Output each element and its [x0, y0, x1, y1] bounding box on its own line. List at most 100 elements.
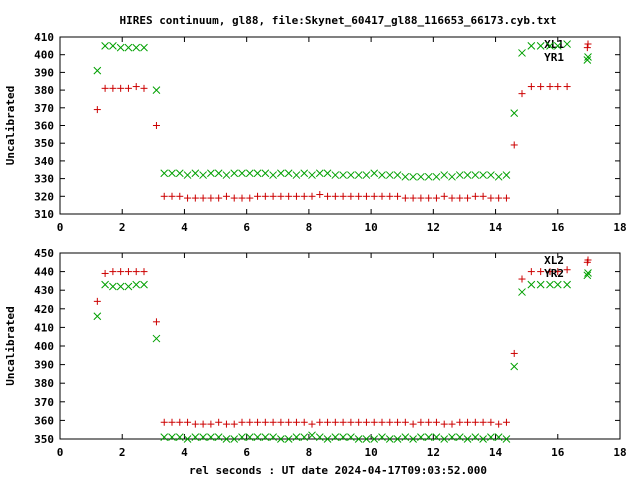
data-point [347, 171, 355, 179]
data-point [315, 433, 324, 441]
data-point [214, 433, 223, 441]
data-point [479, 418, 487, 426]
data-point [385, 435, 394, 443]
data-point [160, 433, 169, 441]
chart-title: HIRES continuum, gl88, file:Skynet_60417… [119, 14, 556, 27]
data-point [199, 171, 207, 179]
data-point [183, 435, 192, 443]
data-point [502, 194, 510, 202]
data-point [471, 171, 480, 179]
data-point [261, 169, 270, 178]
data-point [440, 192, 448, 200]
data-point [316, 418, 324, 426]
data-point [132, 83, 140, 91]
legend-label-xl2: XL2 [544, 254, 564, 267]
data-point [253, 433, 262, 441]
y-tick-label: 370 [34, 102, 54, 115]
data-point [355, 192, 363, 200]
y-axis-label: Uncalibrated [4, 306, 17, 385]
data-point [109, 41, 117, 50]
data-point [175, 433, 184, 441]
y-tick-label: 330 [34, 173, 54, 186]
data-point [456, 194, 464, 202]
x-tick-label: 18 [613, 446, 626, 459]
y-tick-label: 380 [34, 84, 54, 97]
data-point [518, 275, 526, 283]
data-point [536, 41, 545, 50]
data-point [124, 43, 133, 52]
x-tick-label: 16 [551, 221, 565, 234]
data-point [510, 141, 518, 149]
data-point [432, 418, 440, 426]
data-point [563, 280, 571, 289]
data-point [546, 280, 554, 289]
data-point [471, 433, 480, 441]
data-point [238, 194, 246, 202]
data-point [518, 49, 526, 57]
data-point [495, 420, 503, 428]
x-tick-label: 6 [243, 446, 250, 459]
data-point [93, 297, 101, 305]
data-point [222, 171, 231, 179]
data-point [246, 418, 254, 426]
data-point [455, 171, 464, 179]
y-tick-label: 400 [34, 340, 54, 353]
data-point [152, 334, 161, 343]
data-point [140, 268, 148, 276]
data-point [230, 435, 239, 443]
data-point [199, 433, 207, 441]
data-point [207, 169, 215, 178]
data-point [487, 418, 495, 426]
data-point [117, 84, 125, 92]
data-point [152, 122, 160, 129]
data-point [471, 192, 479, 200]
y-tick-label: 430 [34, 284, 54, 297]
data-point [401, 433, 410, 441]
data-point [386, 418, 394, 426]
data-point [215, 194, 223, 202]
data-point [160, 192, 168, 200]
data-point [140, 43, 148, 52]
data-point [527, 83, 535, 91]
data-point [479, 171, 487, 179]
data-point [394, 418, 402, 426]
y-tick-label: 320 [34, 190, 54, 203]
data-point [152, 86, 161, 94]
data-point [315, 169, 324, 178]
data-point [378, 171, 386, 179]
x-tick-label: 18 [613, 221, 626, 234]
data-point [378, 418, 386, 426]
data-point [101, 280, 109, 289]
data-point [254, 418, 262, 426]
y-tick-label: 440 [34, 266, 54, 279]
data-point [518, 288, 526, 296]
data-point [494, 433, 503, 441]
data-point [222, 420, 230, 428]
data-point [487, 194, 495, 202]
data-point [215, 418, 223, 426]
data-point [370, 192, 378, 200]
data-point [401, 194, 409, 202]
data-point [308, 431, 316, 440]
data-point [409, 435, 417, 443]
x-tick-label: 0 [57, 221, 64, 234]
legend-marker-xl2 [584, 256, 592, 264]
data-point [409, 420, 417, 428]
legend-label-yr1: YR1 [544, 51, 564, 64]
data-point [93, 312, 102, 321]
panel-top: 0 2 4 6 8 10 12 14 16 18 310 320 330 340 350 360 370 380 3… [4, 31, 627, 234]
data-point [292, 171, 301, 179]
data-point [261, 192, 269, 200]
data-point [168, 169, 176, 178]
data-point [536, 280, 545, 289]
series-xl2 [93, 258, 591, 428]
data-point [132, 43, 141, 52]
data-point [222, 435, 231, 443]
data-point [230, 169, 239, 178]
data-point [238, 433, 246, 441]
data-point [116, 43, 125, 52]
data-point [546, 83, 554, 91]
data-point [409, 172, 417, 181]
data-point [487, 171, 495, 179]
